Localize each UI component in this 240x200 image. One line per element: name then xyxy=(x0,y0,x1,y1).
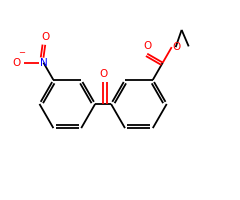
Text: O: O xyxy=(99,69,107,79)
Text: O: O xyxy=(143,41,151,51)
Text: O: O xyxy=(12,58,21,68)
Text: N: N xyxy=(40,58,47,68)
Text: O: O xyxy=(173,42,181,52)
Text: O: O xyxy=(41,32,49,42)
Text: −: − xyxy=(18,48,25,57)
